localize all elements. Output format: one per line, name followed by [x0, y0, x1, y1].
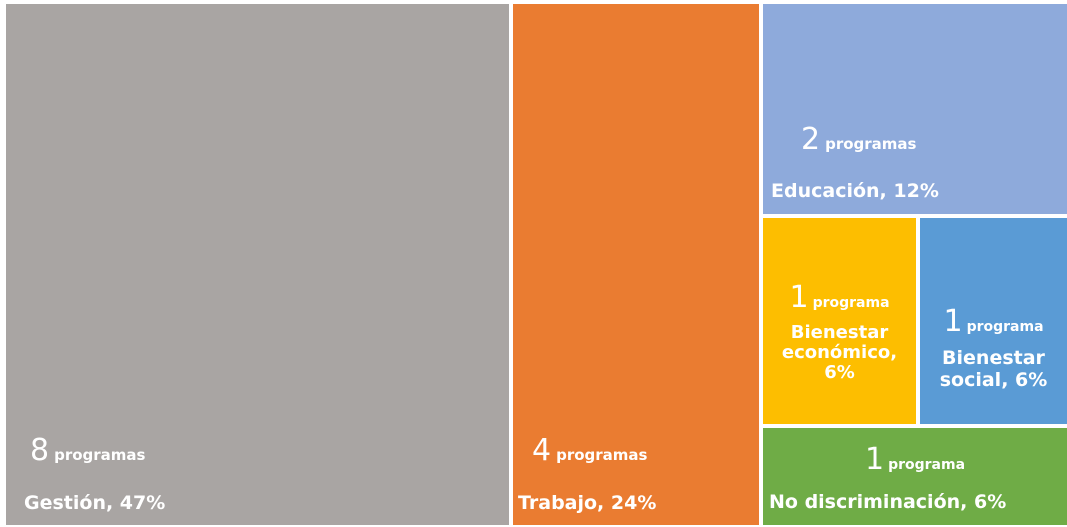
tile-gestion-label: Gestión, 47% [24, 492, 166, 514]
tile-gestion-count: 8 programas [30, 433, 146, 468]
tile-bienestar-economico-count: 1 programa [789, 280, 890, 315]
tile-educacion-label: Educación, 12% [771, 180, 939, 202]
tile-bienestar-economico-text: 1 programa Bienestar económico, 6% [763, 280, 916, 383]
tile-bienestar-social-text: 1 programa Bienestar social, 6% [920, 304, 1067, 391]
tile-educacion: 2 programas Educación, 12% [763, 4, 1067, 214]
tile-trabajo: 4 programas Trabajo, 24% [513, 4, 759, 525]
tile-bienestar-social-count: 1 programa [943, 304, 1044, 339]
tile-no-discriminacion: 1 programa No discriminación, 6% [763, 428, 1067, 525]
tile-trabajo-label: Trabajo, 24% [518, 492, 657, 514]
tile-gestion: 8 programas Gestión, 47% [6, 4, 509, 525]
tile-educacion-count: 2 programas [801, 122, 917, 157]
tile-trabajo-count: 4 programas [532, 433, 648, 468]
tile-bienestar-economico-label: Bienestar económico, 6% [781, 322, 898, 383]
tile-bienestar-economico: 1 programa Bienestar económico, 6% [763, 218, 916, 424]
tile-bienestar-social-label: Bienestar social, 6% [939, 347, 1048, 391]
tile-bienestar-social: 1 programa Bienestar social, 6% [920, 218, 1067, 424]
tile-no-discriminacion-count: 1 programa [864, 442, 966, 477]
tile-no-discriminacion-label: No discriminación, 6% [769, 491, 1007, 513]
